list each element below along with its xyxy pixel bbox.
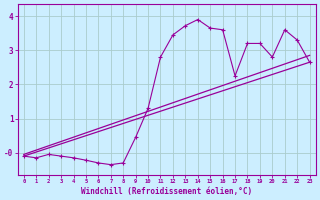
X-axis label: Windchill (Refroidissement éolien,°C): Windchill (Refroidissement éolien,°C) [81, 187, 252, 196]
